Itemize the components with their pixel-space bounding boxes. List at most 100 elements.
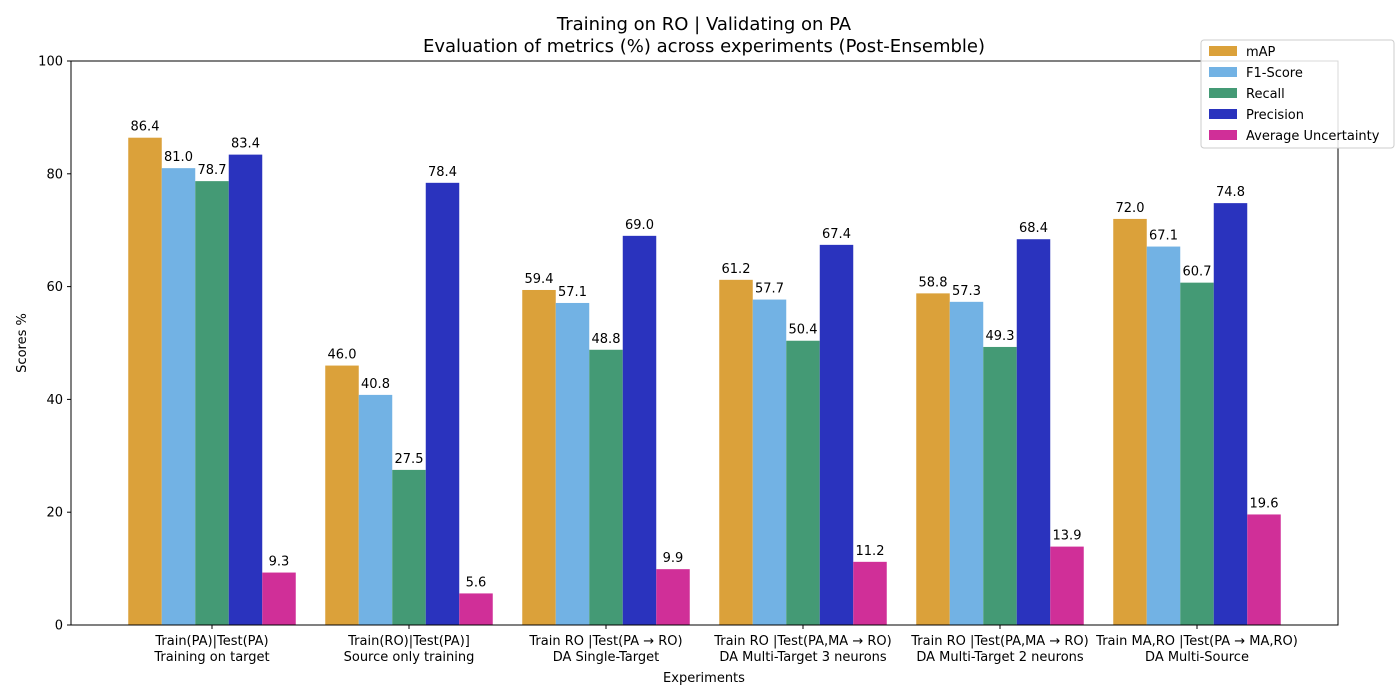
y-tick-label: 0 [55,619,63,634]
legend-swatch [1209,67,1237,77]
bar-value-label: 68.4 [1019,221,1048,236]
legend-label: Average Uncertainty [1246,129,1380,144]
legend-label: Precision [1246,108,1304,123]
x-tick-label: Train(RO)|Test(PA)] [347,634,470,649]
bar-value-label: 9.9 [663,551,684,566]
bar-value-label: 5.6 [466,575,487,590]
x-tick-label: Train RO |Test(PA → RO) [528,634,682,649]
bar-value-label: 81.0 [164,150,193,165]
bar-value-label: 50.4 [789,323,818,338]
y-tick-label: 100 [38,55,63,70]
y-tick-label: 20 [46,506,63,521]
bar-value-label: 67.4 [822,227,851,242]
legend-frame [1200,39,1395,149]
bar-precision-1 [425,182,460,625]
legend-swatch [1209,130,1237,140]
bar-precision-5 [1213,203,1248,625]
bar-recall-1 [392,469,426,625]
bar-average-uncertainty-1 [459,593,493,625]
bar-value-label: 40.8 [361,377,390,392]
x-tick-label: DA Single-Target [553,650,660,665]
bar-map-4 [916,293,950,625]
bar-value-label: 78.4 [428,165,457,180]
y-tick-label: 80 [46,167,63,182]
x-tick-label: Train RO |Test(PA,MA → RO) [910,634,1088,649]
chart-subtitle: Evaluation of metrics (%) across experim… [423,36,985,57]
bar-value-label: 11.2 [856,544,885,559]
bar-value-label: 83.4 [231,137,260,152]
bar-average-uncertainty-2 [656,569,690,625]
legend-label: mAP [1246,45,1276,60]
bar-average-uncertainty-3 [853,561,887,625]
legend-swatch [1209,109,1237,119]
legend-label: F1-Score [1246,66,1303,81]
bar-value-label: 58.8 [919,275,948,290]
bar-f1-score-4 [949,301,984,625]
x-tick-label: Source only training [344,650,475,665]
bar-value-label: 61.2 [722,262,751,277]
bar-recall-4 [983,346,1017,625]
bar-value-label: 9.3 [269,555,290,570]
x-axis: Train(PA)|Test(PA)Training on target Trai… [153,625,1298,665]
bar-map-1 [325,365,359,625]
bar-value-label: 74.8 [1216,185,1245,200]
bar-value-label: 78.7 [198,163,227,178]
x-tick-label: DA Multi-Source [1145,650,1249,665]
legend-swatch [1209,88,1237,98]
bar-f1-score-5 [1146,246,1181,625]
legend-label: Recall [1246,87,1285,102]
bar-recall-0 [195,181,229,625]
bar-value-label: 60.7 [1183,265,1212,280]
y-axis: 0 20 40 60 80 100 [38,55,71,634]
bar-average-uncertainty-5 [1247,514,1281,625]
bar-precision-3 [819,244,854,626]
bar-f1-score-1 [358,394,393,625]
chart-title: Training on RO | Validating on PA [556,14,852,35]
bar-recall-3 [786,340,820,625]
bar-value-label: 46.0 [328,348,357,363]
y-tick-label: 60 [46,280,63,295]
bar-value-label: 48.8 [592,332,621,347]
bar-value-label: 57.1 [558,285,587,300]
bar-value-label: 67.1 [1149,229,1178,244]
bar-value-label: 57.7 [755,282,784,297]
bar-f1-score-0 [161,168,196,625]
bar-value-label: 59.4 [525,272,554,287]
bar-labels-group: 86.4 81.0 78.7 83.4 9.3 46.0 40.8 27.5 78.4 5.6 59… [131,120,1279,591]
x-tick-label: Train RO |Test(PA,MA → RO) [713,634,891,649]
bar-recall-5 [1180,282,1214,625]
x-tick-label: Train(PA)|Test(PA) [154,634,268,649]
bar-f1-score-2 [555,302,590,625]
y-tick-label: 40 [46,393,63,408]
plot-area-frame [70,60,1339,626]
bar-value-label: 49.3 [986,329,1015,344]
legend-swatch [1209,46,1237,56]
bar-precision-4 [1016,239,1051,625]
bar-precision-2 [622,235,657,625]
bar-value-label: 86.4 [131,120,160,135]
x-tick-label: DA Multi-Target 2 neurons [916,650,1084,665]
legend: mAP F1-Score Recall Precision Average Uncert… [1200,39,1395,149]
bar-average-uncertainty-0 [262,572,296,625]
bars-group [128,137,1281,626]
x-tick-label: Train MA,RO |Test(PA → MA,RO) [1095,634,1298,649]
bar-value-label: 27.5 [395,452,424,467]
bar-value-label: 69.0 [625,218,654,233]
bar-map-3 [719,279,753,625]
x-axis-label: Experiments [663,671,745,686]
bar-value-label: 72.0 [1116,201,1145,216]
x-tick-label: Training on target [153,650,269,665]
bar-map-5 [1113,218,1147,626]
bar-f1-score-3 [752,299,787,625]
bar-precision-0 [228,154,263,625]
y-axis-label: Scores % [15,313,30,373]
bar-map-0 [128,137,162,625]
bar-value-label: 57.3 [952,284,981,299]
bar-value-label: 19.6 [1250,496,1279,511]
bar-value-label: 13.9 [1053,529,1082,544]
bar-recall-2 [589,349,623,625]
bar-average-uncertainty-4 [1050,546,1084,625]
x-tick-label: DA Multi-Target 3 neurons [719,650,887,665]
bar-map-2 [522,289,556,625]
